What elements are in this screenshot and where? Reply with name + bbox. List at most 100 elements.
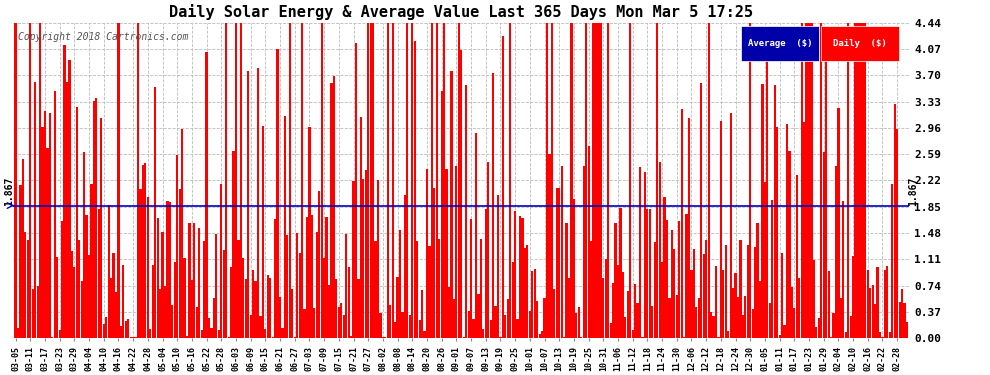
Bar: [193, 223, 195, 338]
Bar: [620, 209, 622, 338]
Bar: [137, 10, 140, 338]
Bar: [173, 262, 176, 338]
Bar: [341, 303, 343, 338]
Bar: [188, 223, 190, 338]
Bar: [32, 289, 34, 338]
Bar: [906, 322, 908, 338]
Bar: [215, 234, 218, 338]
Bar: [558, 188, 560, 338]
Bar: [404, 195, 406, 338]
Bar: [828, 271, 830, 338]
Bar: [326, 217, 328, 338]
Bar: [42, 127, 44, 338]
Bar: [125, 321, 127, 338]
Bar: [56, 257, 58, 338]
Bar: [632, 330, 634, 338]
Bar: [570, 10, 572, 338]
Bar: [658, 162, 660, 338]
Bar: [71, 252, 73, 338]
Bar: [352, 181, 354, 338]
Bar: [801, 10, 803, 338]
Bar: [695, 307, 698, 338]
Bar: [673, 249, 675, 338]
Bar: [527, 245, 529, 338]
Bar: [68, 60, 70, 338]
Bar: [722, 270, 725, 338]
Bar: [637, 303, 639, 338]
Bar: [196, 307, 198, 338]
Bar: [833, 313, 835, 338]
Bar: [243, 258, 245, 338]
Bar: [751, 309, 753, 338]
Bar: [338, 308, 340, 338]
Bar: [727, 331, 730, 338]
Bar: [254, 281, 256, 338]
Bar: [78, 240, 80, 338]
Bar: [240, 10, 242, 338]
Bar: [544, 298, 545, 338]
Bar: [761, 84, 763, 338]
Bar: [333, 76, 335, 338]
Bar: [220, 184, 223, 338]
Bar: [735, 273, 737, 338]
Bar: [245, 279, 247, 338]
Bar: [595, 10, 597, 338]
Bar: [447, 287, 450, 338]
FancyBboxPatch shape: [741, 26, 819, 61]
Bar: [429, 246, 431, 338]
Bar: [279, 297, 281, 338]
Bar: [29, 10, 32, 338]
Bar: [289, 10, 291, 338]
Bar: [661, 262, 663, 338]
Bar: [436, 10, 438, 338]
Bar: [389, 304, 391, 338]
Bar: [198, 228, 200, 338]
Bar: [301, 10, 303, 338]
Bar: [431, 10, 433, 338]
Bar: [555, 188, 558, 338]
Bar: [798, 278, 800, 338]
Bar: [835, 166, 838, 338]
Title: Daily Solar Energy & Average Value Last 365 Days Mon Mar 5 17:25: Daily Solar Energy & Average Value Last …: [169, 4, 753, 20]
Bar: [66, 82, 68, 338]
Bar: [602, 278, 605, 338]
Bar: [629, 10, 632, 338]
Bar: [685, 214, 688, 338]
Bar: [110, 278, 112, 338]
Bar: [105, 318, 107, 338]
Bar: [512, 262, 514, 338]
Bar: [874, 304, 876, 338]
Bar: [869, 288, 871, 338]
Bar: [904, 303, 906, 338]
Bar: [269, 278, 271, 338]
Bar: [560, 166, 562, 338]
Bar: [257, 68, 259, 338]
Bar: [901, 289, 903, 338]
Bar: [680, 109, 683, 338]
Bar: [656, 10, 658, 338]
Text: Copyright 2018 Cartronics.com: Copyright 2018 Cartronics.com: [18, 32, 188, 42]
Bar: [266, 275, 269, 338]
Bar: [852, 256, 854, 338]
Bar: [612, 284, 614, 338]
Bar: [145, 164, 147, 338]
Bar: [85, 215, 88, 338]
Bar: [115, 292, 117, 338]
Bar: [34, 82, 37, 338]
Bar: [771, 200, 773, 338]
Bar: [766, 40, 768, 338]
Bar: [671, 230, 673, 338]
Bar: [857, 10, 859, 338]
Bar: [446, 169, 447, 338]
Bar: [88, 255, 90, 338]
Bar: [296, 233, 298, 338]
Bar: [539, 334, 541, 338]
Bar: [698, 298, 700, 338]
Text: Daily  ($): Daily ($): [833, 39, 887, 48]
Bar: [749, 21, 751, 338]
Bar: [781, 253, 783, 338]
Bar: [149, 329, 151, 338]
Bar: [122, 266, 125, 338]
Bar: [372, 10, 374, 338]
Bar: [646, 209, 648, 338]
